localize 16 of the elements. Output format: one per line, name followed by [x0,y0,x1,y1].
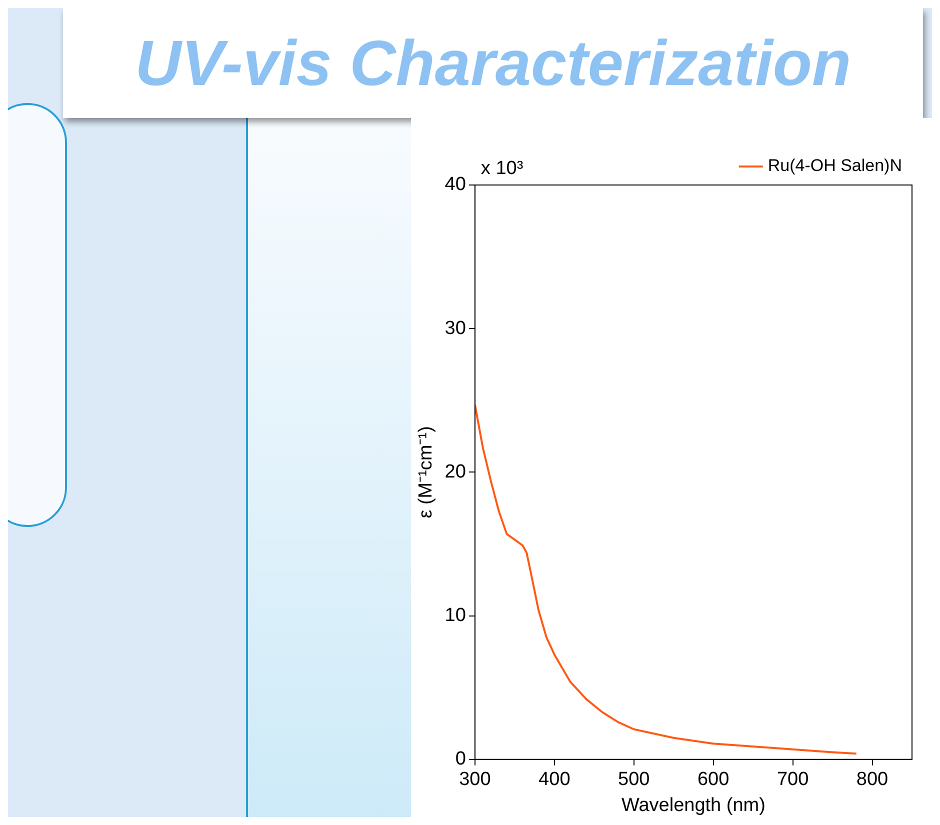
x-tick-label: 700 [776,769,809,790]
x-tick-label: 300 [459,769,491,790]
chart-title: UV-vis Characterization [134,26,852,100]
y-tick-label: 10 [444,605,466,626]
y-axis-title: ε (M⁻¹cm⁻¹) [416,426,437,518]
y-tick-label: 20 [444,461,466,482]
text: x 10³ [480,158,524,180]
x-axis-title: Wavelength (nm) [621,794,766,816]
y-tick-label: 30 [444,318,466,339]
x-tick-label: 800 [856,769,888,790]
y-tick-label: 40 [444,174,466,196]
legend-label: Ru(4-OH Salen)N [768,156,902,176]
y-tick-label: 0 [455,748,466,770]
x-tick-label: 500 [618,769,650,790]
x-tick-label: 400 [538,769,570,790]
x-tick-label: 600 [697,769,730,790]
